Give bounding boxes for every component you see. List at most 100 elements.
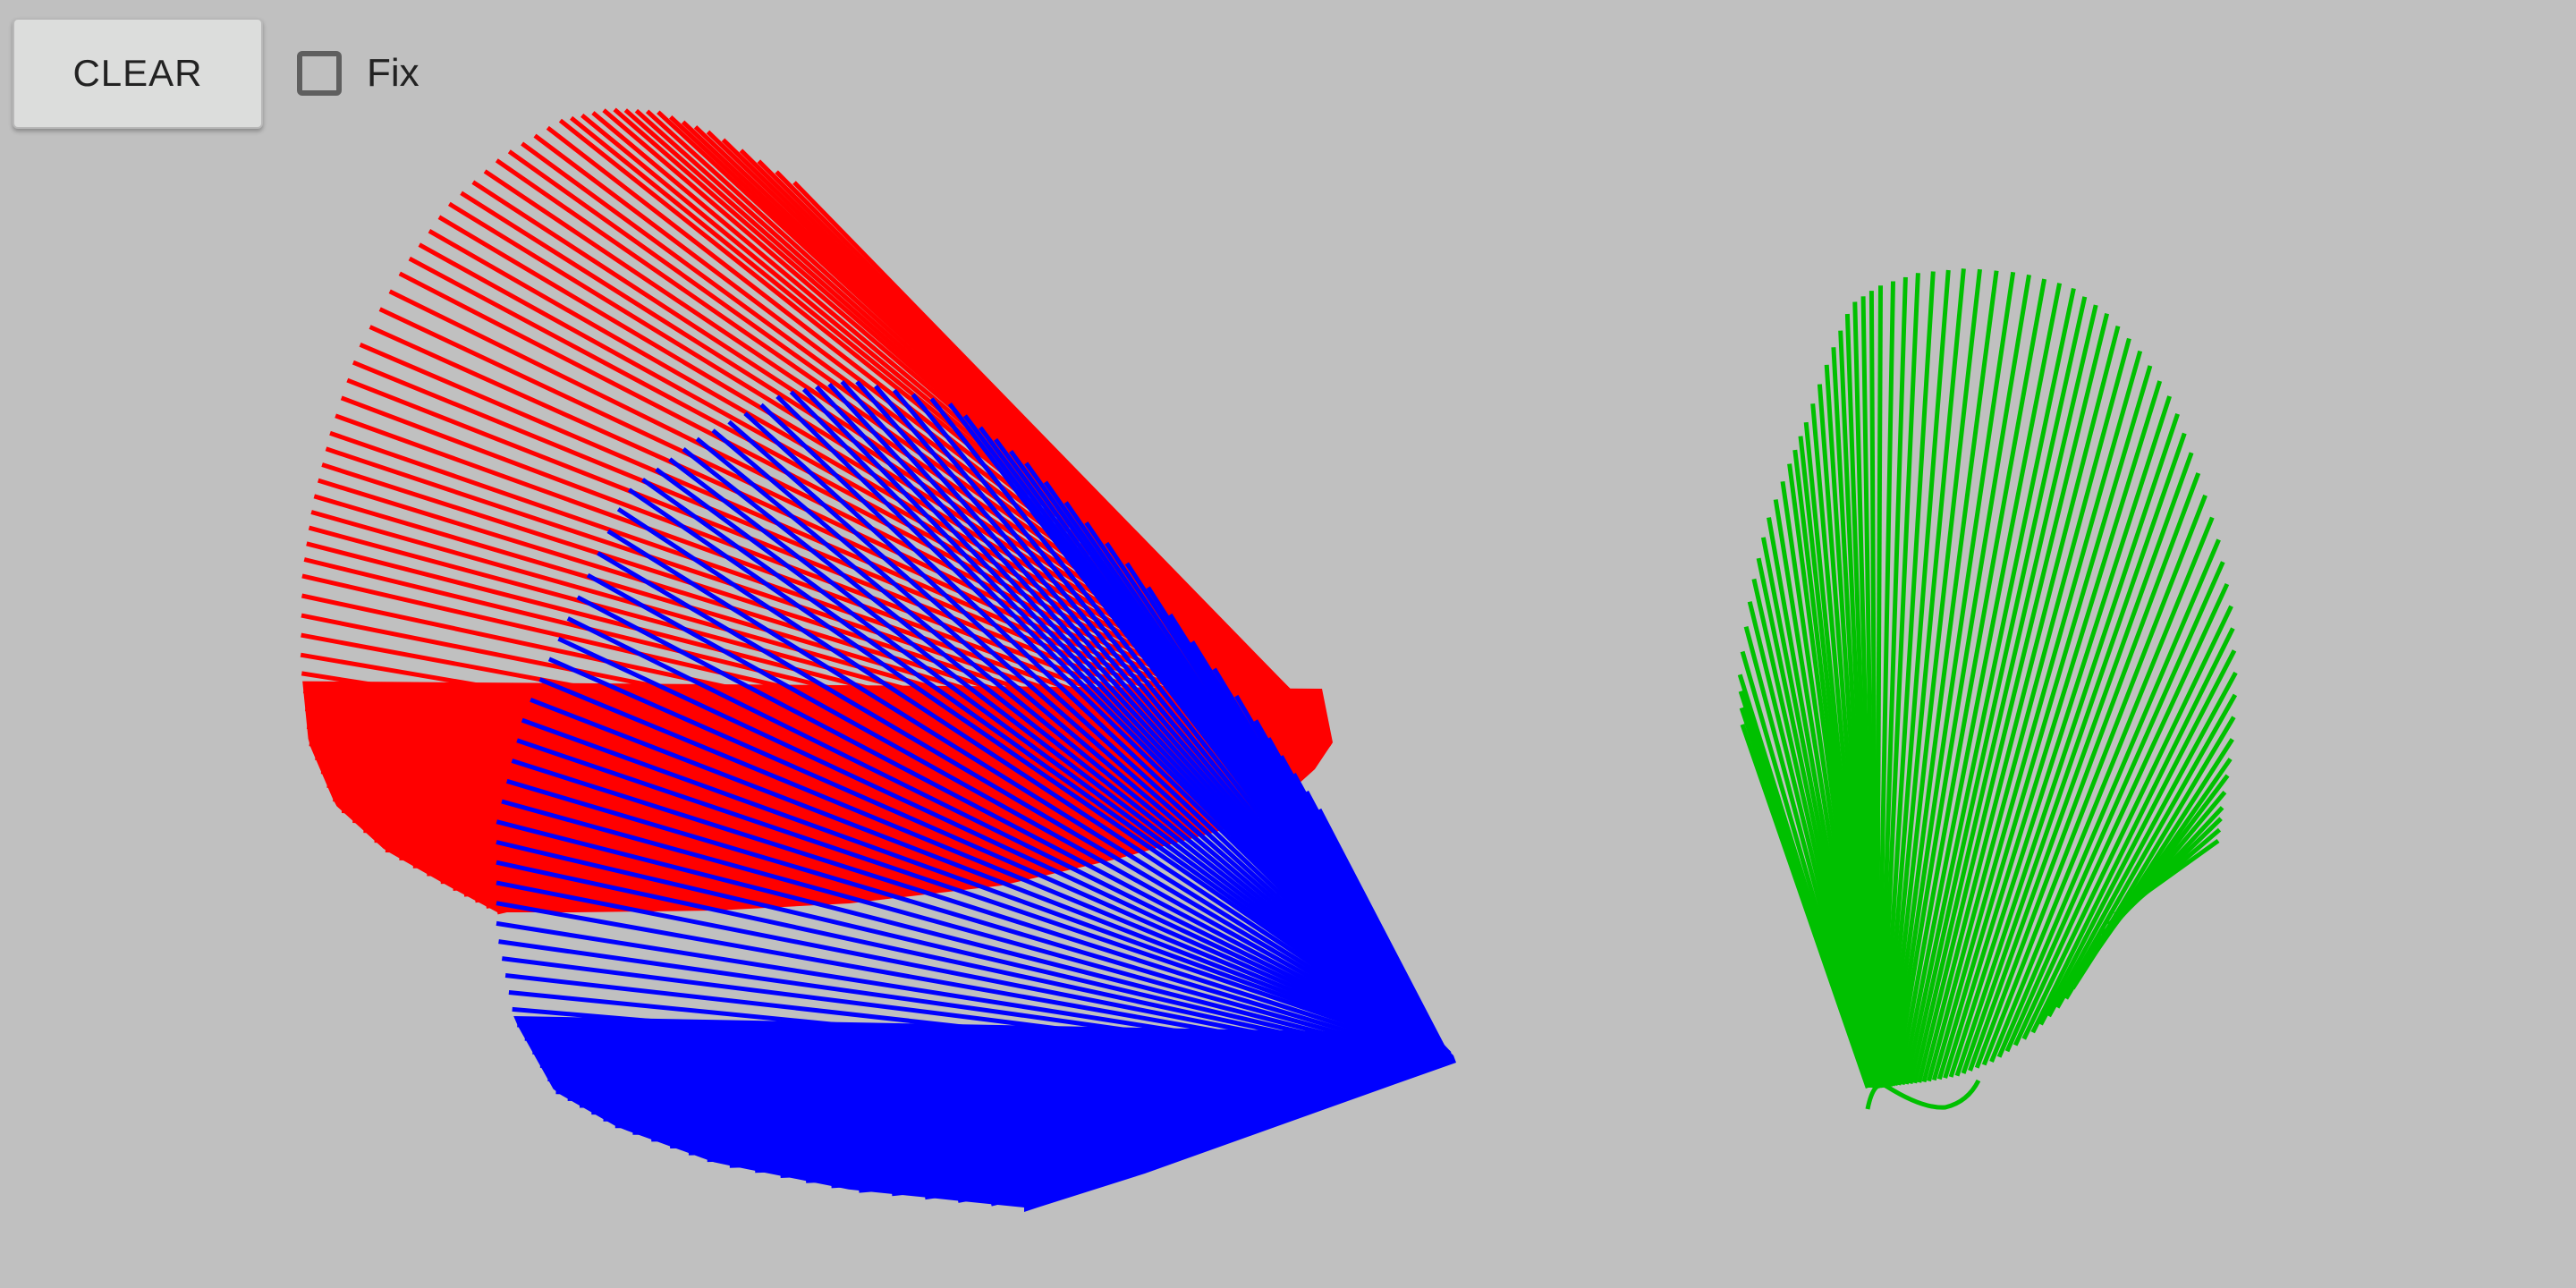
blue-fan-stroke (496, 840, 1433, 1066)
green-fan-stroke (1896, 278, 2047, 1086)
blue-fan-stroke (547, 1077, 1326, 1104)
red-fan-stroke (546, 125, 1330, 734)
green-fan-stroke (1936, 365, 2153, 1080)
green-fan-stroke (1877, 276, 1908, 1089)
blue-fan-stroke (521, 717, 1452, 1059)
green-fan-stroke (1917, 313, 2110, 1083)
blue-fan-stroke (512, 1006, 1378, 1085)
blue-fan-stroke (759, 402, 1448, 1052)
green-fan-stroke (1948, 395, 2172, 1078)
blue-fan-stroke (597, 551, 1452, 1057)
blue-fan-stroke (616, 507, 1452, 1056)
blue-fan-stroke (682, 447, 1451, 1055)
blue-fan-stroke (501, 956, 1407, 1075)
green-fan-stroke (1996, 538, 2221, 1058)
blue-fan-stroke (501, 799, 1441, 1063)
blue-fan-stroke (539, 1063, 1338, 1099)
blue-fan-stroke (668, 457, 1452, 1055)
blue-fan-stroke (755, 1153, 1168, 1174)
green-fan-stroke (1893, 274, 2031, 1086)
blue-fan-stroke (711, 428, 1450, 1054)
blue-fan-stroke (516, 738, 1451, 1060)
green-fan-stroke (2046, 671, 2238, 1018)
green-fan-stroke (1921, 325, 2121, 1083)
green-fan-stroke (1888, 270, 1999, 1087)
blue-fan-stroke (567, 1096, 1304, 1112)
blue-fan-stroke (641, 478, 1452, 1056)
toolbar: CLEAR Fix (13, 18, 419, 129)
blue-fan-stroke (603, 1116, 1268, 1124)
blue-fan-stroke (591, 1110, 1281, 1120)
green-fan-tail (1865, 1079, 1981, 1110)
green-fan-stroke (1981, 494, 2207, 1066)
green-fan-stroke (1943, 380, 2163, 1079)
blue-fan-stroke (614, 1123, 1256, 1129)
blue-fan (496, 380, 1457, 1212)
blue-fan-stroke (496, 920, 1417, 1072)
green-fan-stroke (1903, 287, 2076, 1085)
green-fan (1737, 268, 2238, 1110)
blue-fan-stroke (532, 1049, 1349, 1096)
blue-fan-stroke (670, 1137, 1217, 1148)
fix-label: Fix (367, 51, 419, 95)
blue-fan-stroke (505, 778, 1445, 1062)
blue-fan-stroke (586, 572, 1452, 1057)
green-fan-stroke (1874, 285, 1883, 1089)
green-fan-stroke (1931, 350, 2143, 1081)
blue-fan-stroke (655, 467, 1452, 1055)
green-fan-stroke (2055, 693, 2238, 1009)
green-fan-stroke (1876, 281, 1895, 1089)
green-fan-stroke (1912, 304, 2098, 1084)
green-fan-stroke (2030, 627, 2235, 1034)
fix-toggle[interactable]: Fix (297, 51, 419, 96)
blue-fan-stroke (707, 1145, 1193, 1163)
blue-fan-stroke (496, 860, 1429, 1067)
blue-fan-stroke (990, 1170, 1118, 1207)
green-fan-stroke (2004, 561, 2225, 1053)
blue-fan-stroke (530, 697, 1452, 1059)
blue-fan-stroke (606, 529, 1452, 1056)
blue-fan-stroke (651, 1133, 1230, 1142)
red-fan-stroke (521, 141, 1331, 736)
green-fan-stroke (2021, 605, 2233, 1040)
red-fan-stroke (303, 557, 1266, 797)
blue-fan-stroke (511, 758, 1447, 1061)
green-fan-stroke (2114, 838, 2220, 917)
red-fan-stroke (301, 593, 1251, 802)
blue-fan-stroke (496, 901, 1421, 1070)
blue-fan-stroke (743, 411, 1448, 1053)
red-fan-stroke (308, 525, 1278, 792)
blue-fan-stroke (555, 1089, 1316, 1107)
green-fan-stroke (2012, 582, 2230, 1046)
blue-fan-stroke (727, 419, 1449, 1053)
red-fan-stroke (352, 360, 1321, 760)
blue-fan-stroke (496, 880, 1426, 1069)
green-fan-stroke (1885, 268, 1982, 1087)
blue-fan-stroke (566, 616, 1452, 1058)
green-fan-stroke (1908, 296, 2088, 1084)
blue-fan-stroke (498, 939, 1413, 1073)
blue-fan-stroke (805, 1162, 1141, 1183)
blue-fan-stroke (496, 819, 1437, 1064)
blue-fan-stroke (508, 990, 1388, 1081)
blue-fan-stroke (632, 1128, 1242, 1135)
red-fan-stroke (352, 818, 992, 856)
green-fan-stroke (1900, 283, 2063, 1085)
red-fan-stroke (496, 867, 682, 915)
red-fan-stroke (507, 149, 1331, 738)
red-fan-stroke (301, 632, 1226, 809)
blue-fan-stroke (504, 973, 1398, 1079)
fix-checkbox[interactable] (297, 51, 342, 96)
clear-button[interactable]: CLEAR (13, 18, 263, 129)
blue-fan-stroke (547, 657, 1452, 1058)
blue-fan-stroke (576, 595, 1452, 1057)
green-fan-stroke (1878, 273, 1920, 1089)
red-fan-stroke (346, 377, 1318, 764)
blue-fan-stroke (780, 1157, 1155, 1178)
blue-fan-stroke (695, 436, 1450, 1055)
blue-fan-stroke (557, 636, 1452, 1058)
blue-fan-stroke (1023, 1171, 1114, 1210)
blue-fan-stroke (775, 394, 1447, 1052)
